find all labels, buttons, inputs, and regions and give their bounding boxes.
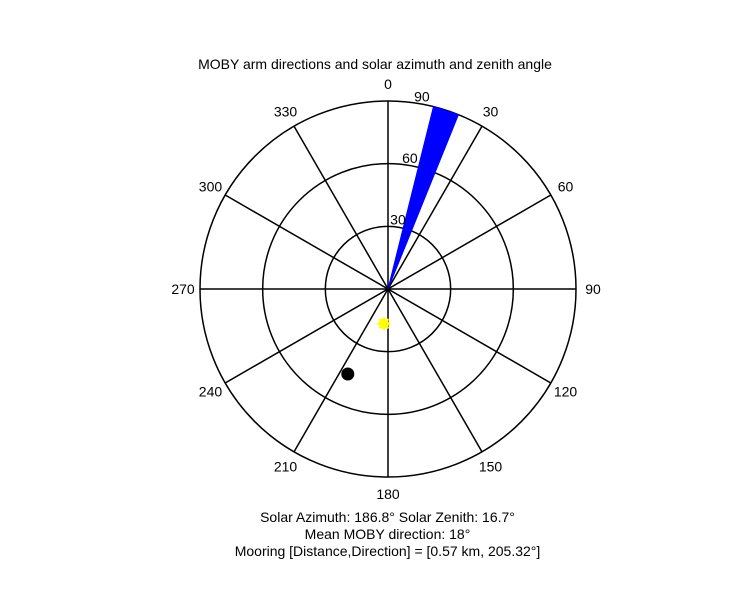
radial-tick-label: 30 xyxy=(390,211,406,227)
angle-tick-label: 60 xyxy=(558,179,574,195)
angle-tick-label: 270 xyxy=(171,281,195,297)
angle-tick-label: 150 xyxy=(479,459,503,475)
angle-tick-label: 210 xyxy=(274,459,298,475)
chart-title: MOBY arm directions and solar azimuth an… xyxy=(198,56,552,72)
angle-tick-label: 300 xyxy=(199,179,223,195)
radial-tick-label: 90 xyxy=(414,88,430,104)
angle-tick-label: 330 xyxy=(274,103,298,119)
angle-tick-label: 90 xyxy=(585,281,601,297)
caption-mooring: Mooring [Distance,Direction] = [0.57 km,… xyxy=(234,543,541,559)
angle-tick-label: 120 xyxy=(554,384,578,400)
angle-tick-label: 0 xyxy=(384,76,392,92)
angle-tick-label: 30 xyxy=(483,103,499,119)
caption-moby-direction: Mean MOBY direction: 18° xyxy=(304,526,471,542)
caption-solar-angles: Solar Azimuth: 186.8° Solar Zenith: 16.7… xyxy=(260,509,515,525)
sun-position-ray xyxy=(378,318,390,329)
angle-tick-label: 180 xyxy=(376,486,400,502)
angle-tick-label: 240 xyxy=(199,384,223,400)
radial-tick-label: 60 xyxy=(402,150,418,166)
moby-arm-wedge xyxy=(387,105,460,290)
mooring-position-marker xyxy=(341,367,355,381)
